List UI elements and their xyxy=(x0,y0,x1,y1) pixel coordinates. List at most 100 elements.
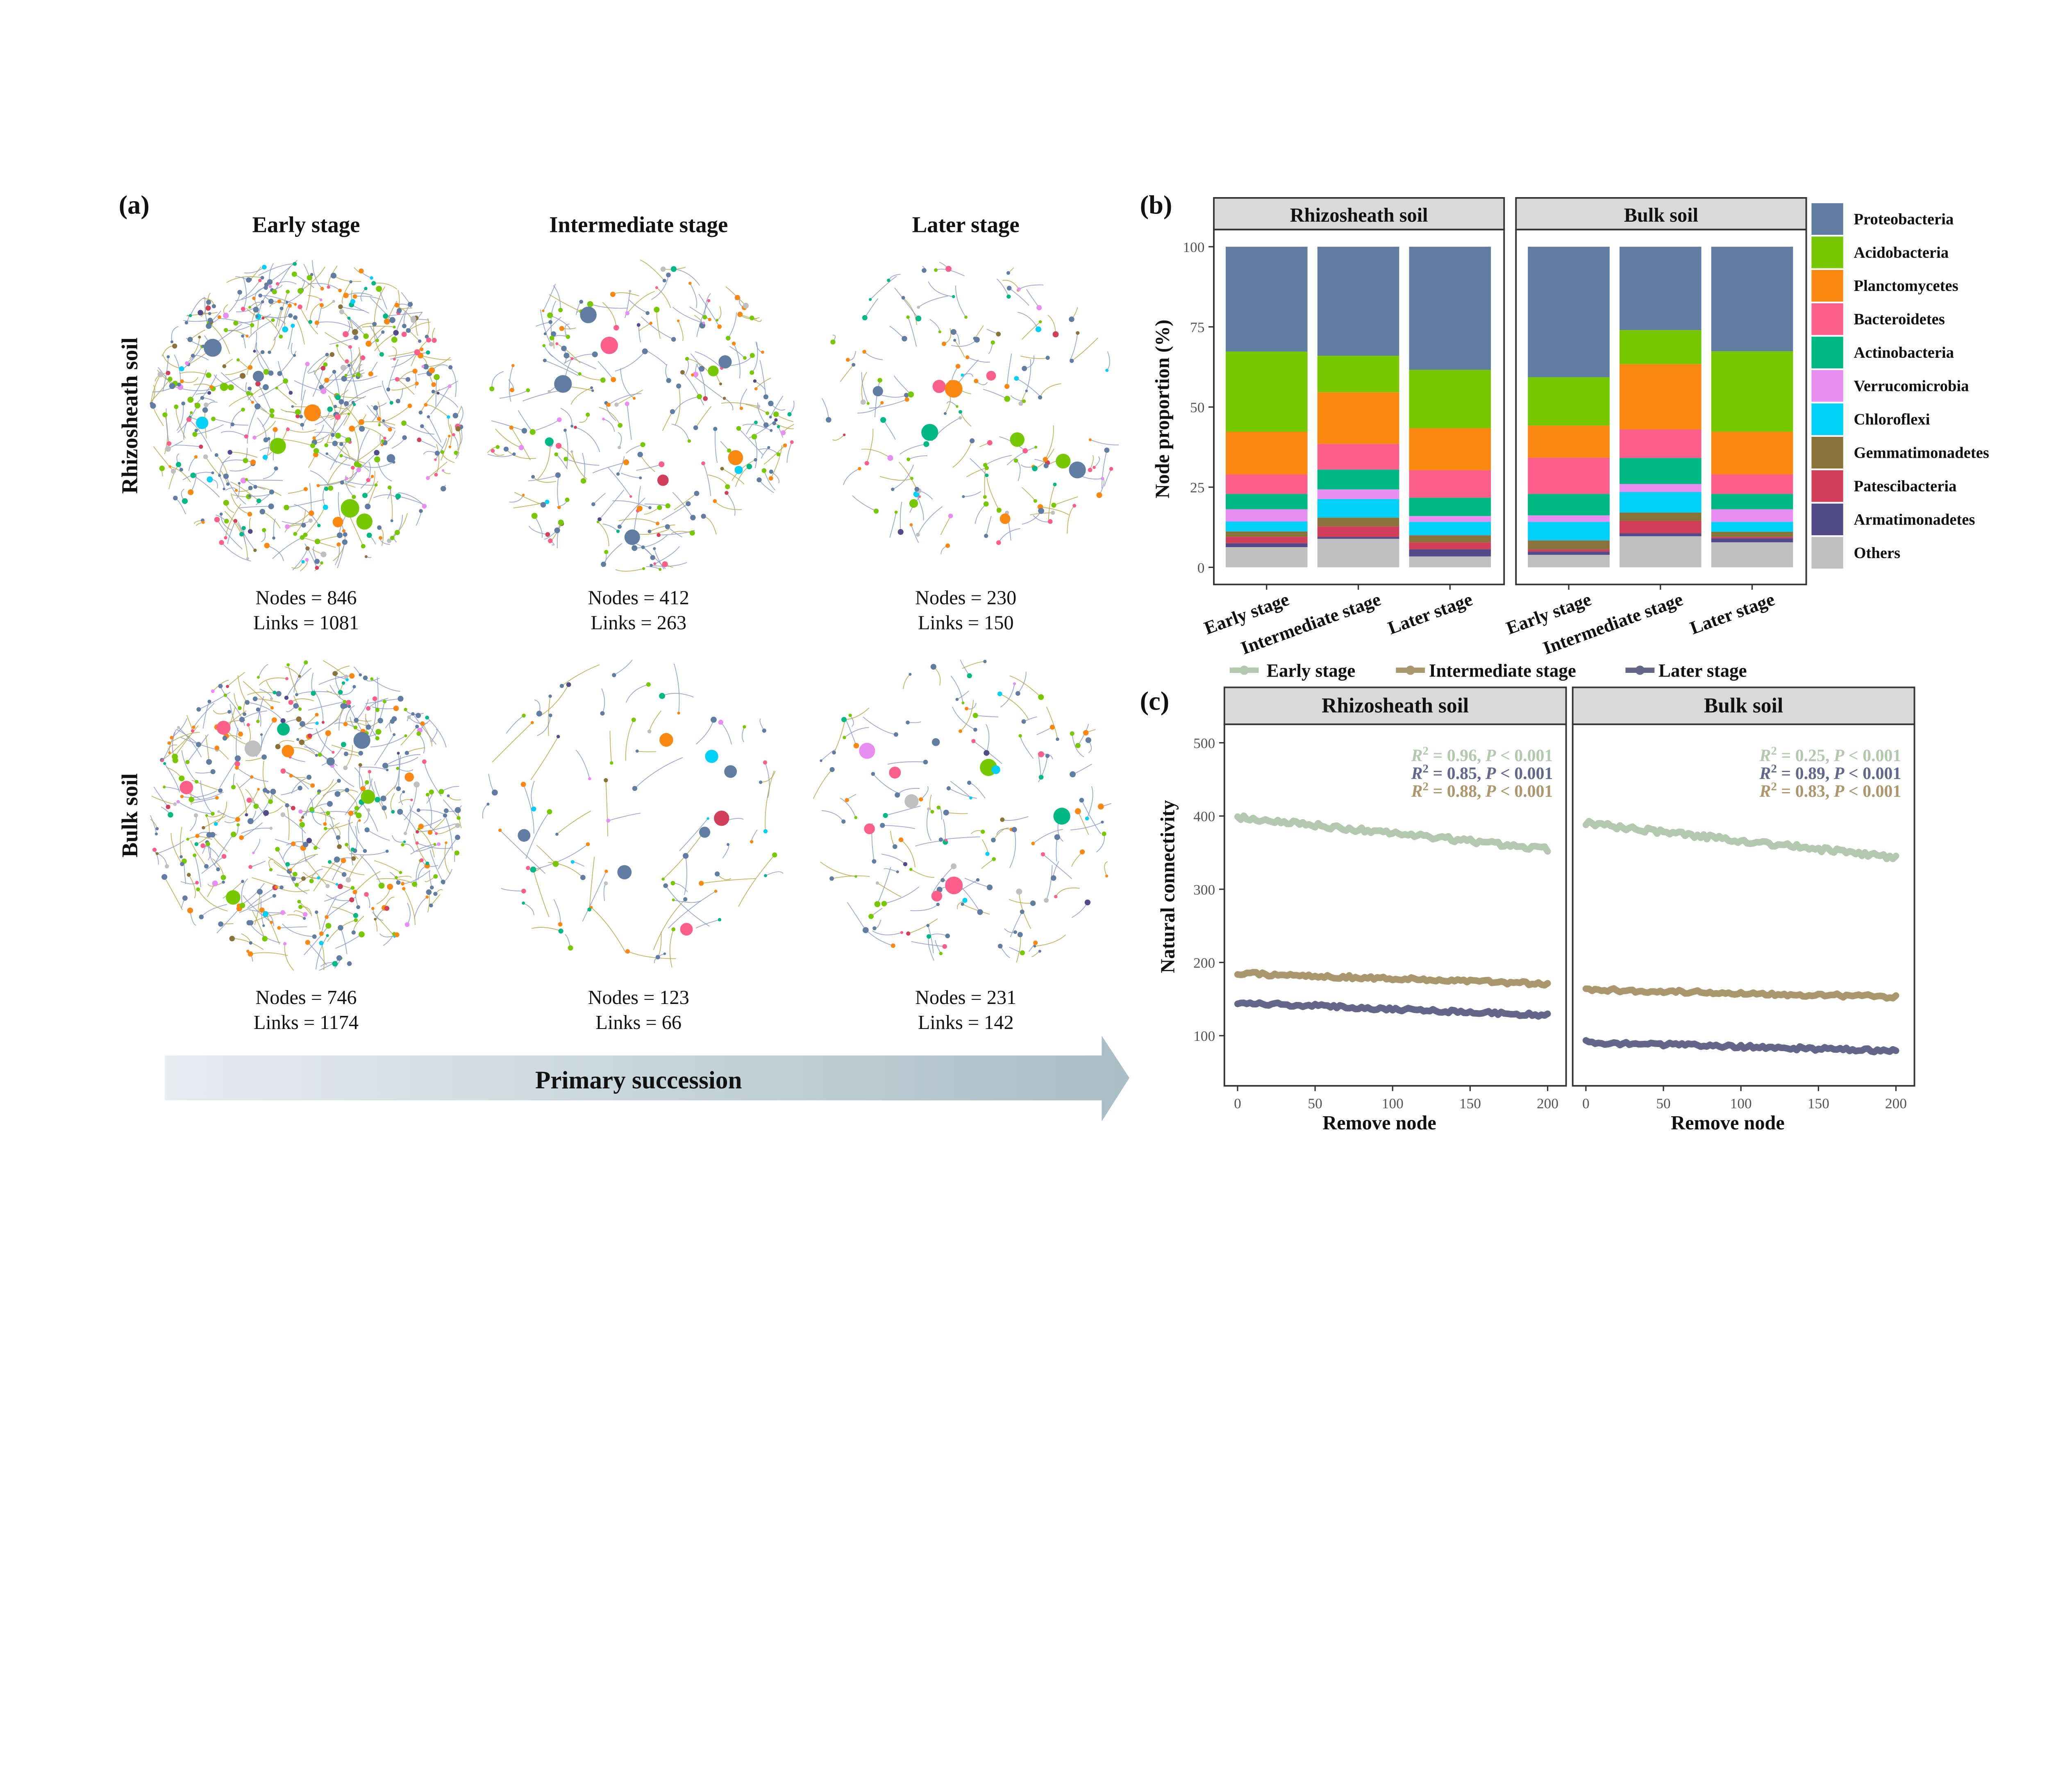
network-node xyxy=(371,281,376,286)
network-node xyxy=(299,822,305,828)
network-node xyxy=(1022,366,1027,371)
network-link xyxy=(1094,456,1100,468)
network-hub-node xyxy=(728,450,743,466)
network-link xyxy=(1026,359,1031,391)
network-hub-node xyxy=(889,766,901,779)
network-node xyxy=(426,337,432,343)
network-link xyxy=(695,919,720,929)
network-node xyxy=(354,718,359,723)
network-link xyxy=(374,332,396,351)
network-link xyxy=(908,455,928,460)
network-node xyxy=(226,482,230,486)
bar-segment xyxy=(1528,515,1610,522)
network-node xyxy=(212,880,218,886)
network-node xyxy=(545,532,550,537)
network-node xyxy=(431,390,435,394)
network-link xyxy=(236,789,259,818)
network-node xyxy=(561,345,567,352)
network-link xyxy=(638,323,651,332)
network-node xyxy=(185,760,190,764)
network-node xyxy=(162,412,168,418)
network-hub-node xyxy=(699,827,711,838)
network-node xyxy=(1104,447,1110,453)
network-node xyxy=(429,885,434,890)
bar-segment xyxy=(1409,247,1491,370)
network-node xyxy=(336,955,342,961)
network-node xyxy=(263,454,268,460)
annotation-part: P xyxy=(1833,747,1845,765)
network-node xyxy=(324,443,329,447)
network-node xyxy=(366,532,372,538)
network-node xyxy=(942,944,947,949)
network-node xyxy=(240,477,247,484)
network-link xyxy=(405,709,424,715)
network-node xyxy=(352,329,358,335)
network-node xyxy=(320,286,324,291)
network-node xyxy=(190,411,193,414)
network-node xyxy=(326,934,329,937)
network-link xyxy=(164,763,180,793)
network-node xyxy=(344,401,349,406)
y-tick-label: 0 xyxy=(1197,559,1205,576)
network-node xyxy=(529,429,536,435)
network-node xyxy=(299,739,305,745)
network-link xyxy=(371,679,400,692)
network-link xyxy=(284,525,304,533)
network-link xyxy=(361,421,395,426)
network-link xyxy=(1038,756,1048,783)
network-node xyxy=(606,402,611,407)
x-tick-label: 50 xyxy=(1308,1095,1322,1111)
network-link xyxy=(1022,511,1042,525)
network-link xyxy=(424,761,442,797)
network-node xyxy=(829,767,835,772)
network-node xyxy=(405,377,411,382)
network-link xyxy=(679,818,709,851)
network-node xyxy=(177,726,180,729)
bar-segment xyxy=(1225,531,1308,537)
network-link xyxy=(654,546,680,564)
network-node xyxy=(295,409,301,415)
network-node xyxy=(315,566,319,570)
network-node xyxy=(341,375,347,382)
bar-segment xyxy=(1409,549,1491,556)
network-node xyxy=(191,729,195,733)
network-node xyxy=(243,712,247,716)
network-node xyxy=(376,286,382,292)
network-node xyxy=(1030,900,1036,906)
network-node xyxy=(224,536,227,540)
network-node xyxy=(914,487,920,492)
network-link xyxy=(190,840,207,867)
network-node xyxy=(174,404,179,409)
network-link xyxy=(729,355,753,366)
network-node xyxy=(404,708,407,711)
nodes-count: Nodes = 123 xyxy=(588,987,689,1008)
network-link xyxy=(1020,736,1034,759)
network-node xyxy=(580,478,586,484)
network-link xyxy=(336,345,345,361)
network-link xyxy=(402,843,415,852)
network-node xyxy=(433,874,438,879)
network-link xyxy=(608,813,641,821)
network-link xyxy=(861,372,869,404)
network-node xyxy=(1040,852,1045,856)
bar-segment xyxy=(1620,536,1701,568)
network-node xyxy=(431,382,436,387)
network-link xyxy=(911,525,919,543)
network-node xyxy=(377,417,382,421)
network-node xyxy=(359,673,362,677)
network-node xyxy=(223,313,229,319)
network-node xyxy=(163,785,166,789)
network-hub-node xyxy=(179,781,193,795)
network-node xyxy=(1109,467,1113,471)
network-node xyxy=(1021,719,1026,724)
bar-segment xyxy=(1620,512,1701,521)
network-link xyxy=(205,735,209,762)
network-link xyxy=(714,501,742,510)
panel-b-ylabel: Node proportion (%) xyxy=(1152,320,1174,498)
network-node xyxy=(702,321,705,325)
network-node xyxy=(263,810,269,816)
network-link xyxy=(908,721,922,723)
network-node xyxy=(897,529,904,535)
network-link xyxy=(314,425,324,438)
plot-frame xyxy=(1223,723,1567,1087)
